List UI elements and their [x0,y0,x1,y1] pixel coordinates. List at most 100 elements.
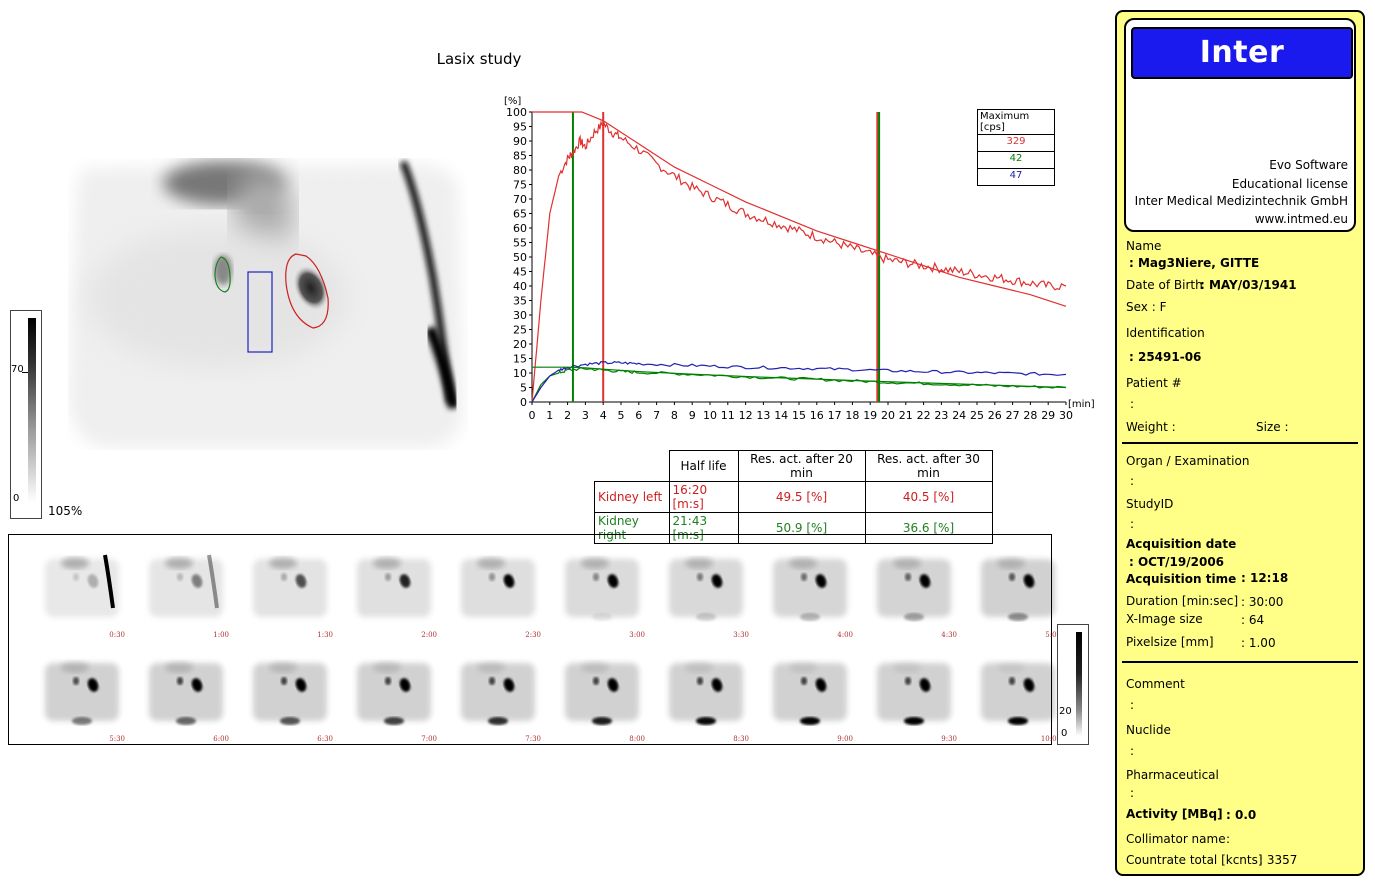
collimator-value: : [1226,832,1231,846]
license-line: Educational license [1231,177,1348,191]
frame-thumbnail[interactable]: 8:00 [557,657,651,743]
grayscale-gradient [28,318,36,502]
x-image-size-label: X-Image size [1126,612,1203,626]
thumbnail-image [461,557,535,617]
frame-time-label: 1:30 [317,631,333,639]
y-axis-label: [%] [504,96,521,107]
frame-thumbnail[interactable]: 2:00 [349,553,443,639]
frame-thumbnail[interactable]: 4:00 [765,553,859,639]
x-tick-label: 23 [934,409,948,422]
frame-time-label: 0:30 [109,631,125,639]
table-row: Kidney left 16:20 [m:s] 49.5 [%] 40.5 [%… [594,481,993,513]
renogram-chart[interactable]: 0510152025303540455055606570758085909510… [500,88,1100,428]
frame-time-label: 4:00 [837,631,853,639]
x-tick-label: 8 [671,409,678,422]
scale2-min-label: 0 [1061,728,1068,739]
res30-value: 36.6 [%] [864,512,993,544]
x-tick-label: 4 [600,409,607,422]
study-title: Lasix study [436,50,522,68]
frame-thumbnail[interactable]: 1:30 [245,553,339,639]
frame-thumbnail[interactable]: 0:30 [37,553,131,639]
frame-thumbnail[interactable]: 2:30 [453,553,547,639]
x-tick-label: 20 [881,409,895,422]
results-table: Half life Res. act. after 20 min Res. ac… [594,450,993,544]
col-header-half-life: Half life [668,450,739,482]
acquisition-time-label: Acquisition time [1126,572,1237,586]
x-tick-label: 25 [970,409,984,422]
table-corner [594,450,670,482]
y-tick-label: 0 [520,396,527,409]
y-tick-label: 25 [513,324,527,337]
half-life-value: 21:43 [m:s] [668,512,739,544]
legend-row-background: 47 [978,169,1054,185]
frame-thumbnail[interactable]: 9:30 [869,657,963,743]
grayscale-legend [10,310,42,519]
table-row: Kidney right 21:43 [m:s] 50.9 [%] 36.6 [… [594,512,993,544]
size-label: Size : [1256,420,1289,434]
sex-field: Sex : F [1126,300,1167,314]
frame-time-label: 10:00 [1040,735,1061,743]
frame-thumbnail[interactable]: 5:00 [973,553,1067,639]
acquisition-date-value: : OCT/19/2006 [1129,555,1225,569]
collimator-label: Collimator name [1126,832,1226,846]
weight-label: Weight : [1126,420,1176,434]
y-tick-label: 80 [513,164,527,177]
y-tick-label: 70 [513,193,527,206]
thumbnail-image [565,557,639,621]
study-id-label: StudyID [1126,497,1174,511]
thumbnail-image [461,661,535,725]
frame-thumbnail[interactable]: 6:00 [141,657,235,743]
frame-thumbnail[interactable]: 3:30 [661,553,755,639]
y-tick-label: 75 [513,179,527,192]
x-tick-label: 22 [917,409,931,422]
row-label: Kidney right [594,512,670,544]
x-tick-label: 9 [689,409,696,422]
license-line: www.intmed.eu [1254,212,1348,226]
y-tick-label: 90 [513,135,527,148]
y-tick-label: 100 [506,106,527,119]
frame-time-label: 9:00 [837,735,853,743]
frame-thumbnail[interactable]: 1:00 [141,553,235,639]
frame-time-label: 1:00 [213,631,229,639]
main-scan-image[interactable] [68,158,468,450]
name-value: : Mag3Niere, GITTE [1129,256,1260,270]
frame-time-label: 2:00 [421,631,437,639]
thumbnail-image [773,557,847,621]
thumbnail-image [565,661,639,725]
x-tick-label: 0 [529,409,536,422]
patient-number-label: Patient # [1126,376,1182,390]
x-tick-label: 17 [828,409,842,422]
x-tick-label: 3 [582,409,589,422]
frame-thumbnail[interactable]: 8:30 [661,657,755,743]
frame-thumbnail[interactable]: 7:00 [349,657,443,743]
countrate-value: : 3357 [1259,853,1298,867]
legend-row-right: 42 [978,152,1054,169]
pharmaceutical-label: Pharmaceutical [1126,768,1219,782]
frame-thumbnail[interactable]: 5:30 [37,657,131,743]
frame-thumbnail[interactable]: 4:30 [869,553,963,639]
frame-thumbnail[interactable]: 6:30 [245,657,339,743]
thumbnail-image [357,557,431,617]
inter-medical-logo: Inter Medical [1131,27,1353,118]
y-tick-label: 5 [520,382,527,395]
frame-thumbnail[interactable]: 3:00 [557,553,651,639]
frame-time-label: 5:00 [1045,631,1061,639]
scale-max-label: 70 [11,364,24,375]
y-tick-label: 65 [513,208,527,221]
y-tick-label: 55 [513,237,527,250]
res20-value: 49.5 [%] [737,481,866,513]
y-tick-label: 60 [513,222,527,235]
x-tick-label: 21 [899,409,913,422]
activity-label: Activity [MBq] [1126,807,1223,821]
series-line [532,111,1067,307]
x-tick-label: 30 [1059,409,1073,422]
thumbnail-image [45,554,119,617]
series-line [531,119,1067,403]
comment-label: Comment [1126,677,1185,691]
frame-thumbnail[interactable]: 10:00 [973,657,1067,743]
frame-thumbnail[interactable]: 7:30 [453,657,547,743]
thumbnail-image [877,661,951,725]
frame-time-label: 5:30 [109,735,125,743]
y-tick-label: 50 [513,251,527,264]
frame-thumbnail[interactable]: 9:00 [765,657,859,743]
